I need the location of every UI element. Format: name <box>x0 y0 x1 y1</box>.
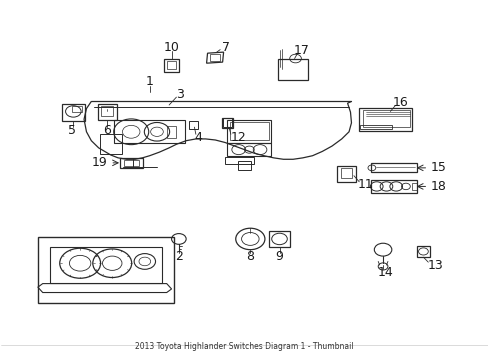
Bar <box>278 59 307 80</box>
Bar <box>101 107 113 116</box>
Bar <box>363 110 409 127</box>
Bar <box>120 158 143 168</box>
Text: 1: 1 <box>145 75 153 88</box>
Bar <box>238 161 250 170</box>
Bar <box>222 118 232 127</box>
Bar <box>164 59 179 72</box>
Text: 16: 16 <box>391 96 407 109</box>
Text: 13: 13 <box>427 258 443 271</box>
Bar <box>416 246 429 257</box>
Bar <box>411 183 416 190</box>
Text: 2: 2 <box>175 250 183 263</box>
Bar <box>337 166 355 181</box>
Bar <box>210 54 220 61</box>
Bar <box>61 104 85 121</box>
Bar <box>189 121 198 129</box>
Bar <box>114 120 184 143</box>
Text: 17: 17 <box>293 44 309 57</box>
Text: 14: 14 <box>377 266 392 279</box>
Bar <box>340 168 352 178</box>
Bar <box>370 163 416 172</box>
Bar <box>222 118 232 128</box>
Text: 9: 9 <box>275 250 283 263</box>
Text: 18: 18 <box>429 180 445 193</box>
Text: 7: 7 <box>222 41 229 54</box>
Bar <box>229 122 268 140</box>
Text: 4: 4 <box>194 131 202 144</box>
Text: 8: 8 <box>246 250 254 263</box>
Bar <box>359 125 391 129</box>
Bar <box>227 120 271 143</box>
Bar <box>268 231 290 247</box>
Bar <box>227 143 271 156</box>
Text: 19: 19 <box>91 156 107 169</box>
Bar <box>123 159 139 166</box>
Bar <box>166 61 176 69</box>
Bar <box>98 104 116 120</box>
Text: 15: 15 <box>429 161 445 174</box>
Text: 10: 10 <box>163 41 179 54</box>
Bar <box>166 126 176 138</box>
Bar <box>358 108 411 131</box>
Bar <box>224 157 254 164</box>
Text: 6: 6 <box>103 124 111 137</box>
Text: 12: 12 <box>230 131 246 144</box>
Bar <box>50 247 162 283</box>
Bar <box>72 106 81 112</box>
Text: 3: 3 <box>176 88 184 101</box>
Text: 2013 Toyota Highlander Switches Diagram 1 - Thumbnail: 2013 Toyota Highlander Switches Diagram … <box>135 342 353 351</box>
Bar <box>38 237 174 303</box>
Bar <box>370 180 416 193</box>
Text: 11: 11 <box>356 178 372 191</box>
Text: 5: 5 <box>68 124 76 137</box>
Bar <box>100 134 122 154</box>
